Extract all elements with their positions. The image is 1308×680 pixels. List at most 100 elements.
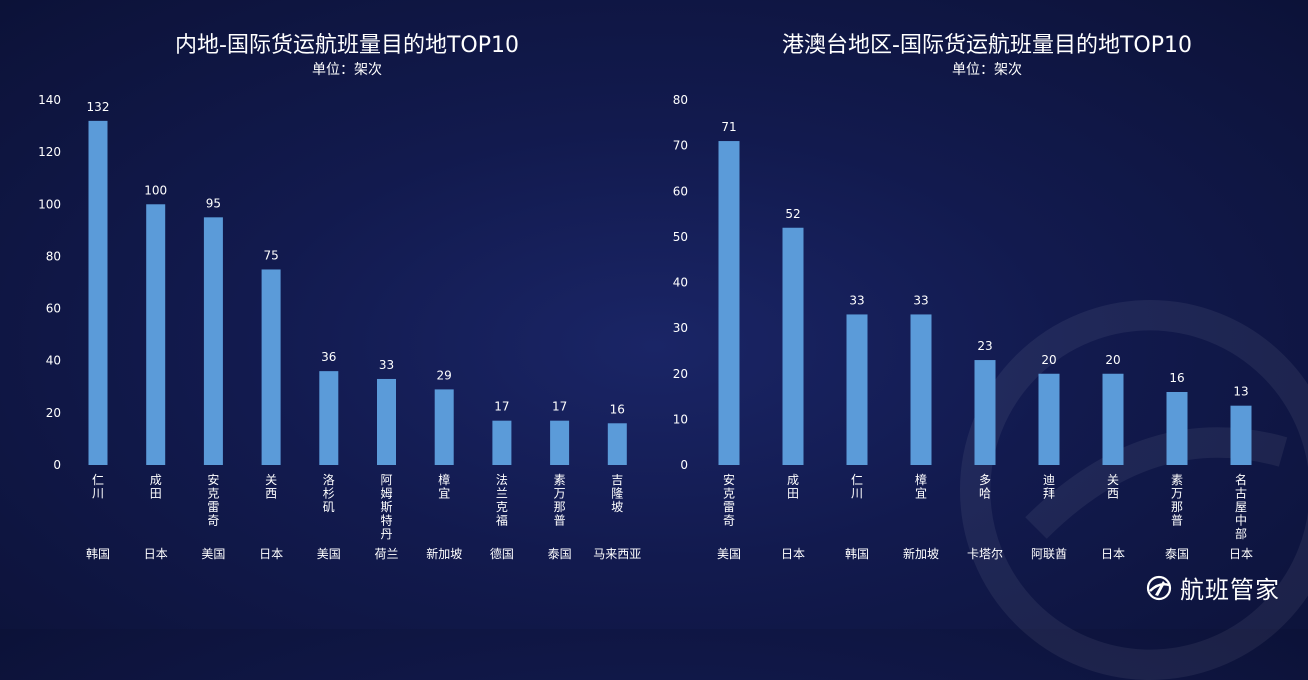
bar xyxy=(377,378,396,465)
y-tick-label: 100 xyxy=(38,197,61,211)
bar xyxy=(846,314,868,465)
x-tick-label: 关西 xyxy=(1107,473,1119,501)
country-label: 韩国 xyxy=(845,546,869,561)
bar xyxy=(1038,373,1060,465)
data-label: 100 xyxy=(144,183,167,197)
bar xyxy=(1166,392,1188,465)
country-label: 韩国 xyxy=(86,546,110,561)
x-tick-label: 成田 xyxy=(787,473,799,501)
bar xyxy=(910,314,932,465)
data-label: 33 xyxy=(849,293,864,307)
data-label: 29 xyxy=(437,368,452,382)
y-tick-label: 30 xyxy=(673,321,688,335)
data-label: 36 xyxy=(321,350,336,364)
country-label: 阿联酋 xyxy=(1031,546,1067,561)
data-label: 75 xyxy=(263,248,278,262)
x-tick-label: 安克雷奇 xyxy=(723,472,735,528)
x-tick-label: 法兰克福 xyxy=(496,473,508,528)
country-label: 日本 xyxy=(1101,547,1125,561)
country-label: 美国 xyxy=(717,547,741,561)
bar xyxy=(782,227,804,465)
bar xyxy=(718,141,740,465)
data-label: 16 xyxy=(1169,371,1184,385)
bar xyxy=(607,423,627,465)
data-label: 17 xyxy=(552,400,567,414)
x-tick-label: 樟宜 xyxy=(438,472,450,501)
chart-subtitle: 单位：架次 xyxy=(952,62,1022,78)
x-tick-label: 洛杉矶 xyxy=(323,472,335,514)
bar xyxy=(88,120,108,465)
country-label: 新加坡 xyxy=(903,546,939,561)
country-label: 美国 xyxy=(317,547,341,561)
brand: 航班管家 xyxy=(1146,570,1280,605)
chart-title: 港澳台地区-国际货运航班量目的地TOP10 xyxy=(782,33,1192,58)
y-tick-label: 80 xyxy=(46,249,61,263)
x-tick-label: 阿姆斯特丹 xyxy=(380,473,392,541)
y-tick-label: 70 xyxy=(673,139,688,153)
country-label: 泰国 xyxy=(1165,547,1189,561)
country-label: 日本 xyxy=(1229,547,1253,561)
bar xyxy=(203,217,223,465)
country-label: 新加坡 xyxy=(426,546,462,561)
data-label: 13 xyxy=(1233,385,1248,399)
y-tick-label: 140 xyxy=(38,93,61,107)
y-tick-label: 60 xyxy=(673,184,688,198)
x-tick-label: 仁川 xyxy=(92,473,104,501)
x-tick-label: 素万那普 xyxy=(1171,473,1183,528)
bar xyxy=(550,420,570,465)
y-tick-label: 0 xyxy=(53,458,61,472)
y-tick-label: 0 xyxy=(680,458,688,472)
country-label: 日本 xyxy=(259,547,283,561)
bar xyxy=(434,389,454,465)
x-tick-label: 吉隆坡 xyxy=(611,473,623,514)
data-label: 20 xyxy=(1105,353,1120,367)
y-tick-label: 120 xyxy=(38,145,61,159)
data-label: 20 xyxy=(1041,353,1056,367)
x-tick-label: 多哈 xyxy=(979,473,991,501)
x-tick-label: 安克雷奇 xyxy=(207,472,219,528)
country-label: 马来西亚 xyxy=(593,547,641,561)
x-tick-label: 名古屋中部 xyxy=(1235,472,1247,541)
data-label: 71 xyxy=(721,120,736,134)
chart-title: 内地-国际货运航班量目的地TOP10 xyxy=(175,33,519,58)
data-label: 33 xyxy=(379,358,394,372)
x-tick-label: 樟宜 xyxy=(915,472,927,501)
x-tick-label: 迪拜 xyxy=(1043,473,1055,501)
country-label: 泰国 xyxy=(548,547,572,561)
chart-mainland: 内地-国际货运航班量目的地TOP10 单位：架次 0 20 40 60 80 100 120… xyxy=(38,33,641,561)
bar xyxy=(319,371,339,465)
country-label: 美国 xyxy=(201,547,225,561)
brand-name: 航班管家 xyxy=(1180,576,1280,604)
bar xyxy=(492,420,512,465)
bar xyxy=(1230,405,1252,465)
y-tick-label: 80 xyxy=(673,93,688,107)
y-tick-label: 20 xyxy=(46,406,61,420)
country-label: 日本 xyxy=(781,547,805,561)
data-label: 95 xyxy=(206,196,221,210)
bar xyxy=(974,360,996,465)
y-tick-label: 60 xyxy=(46,302,61,316)
bar xyxy=(1102,373,1124,465)
x-tick-label: 成田 xyxy=(150,473,162,501)
x-tick-label: 仁川 xyxy=(851,473,863,501)
bar xyxy=(261,269,281,465)
data-label: 33 xyxy=(913,293,928,307)
country-label: 荷兰 xyxy=(374,547,398,561)
y-tick-label: 10 xyxy=(673,412,688,426)
chart-hk-macao-taiwan: 港澳台地区-国际货运航班量目的地TOP10 单位：架次 0 10 20 30 40 50 6… xyxy=(673,33,1253,561)
x-tick-label: 素万那普 xyxy=(554,473,566,528)
data-label: 23 xyxy=(977,339,992,353)
data-label: 132 xyxy=(87,100,110,114)
y-tick-label: 40 xyxy=(46,354,61,368)
chart-subtitle: 单位：架次 xyxy=(312,62,382,78)
bar xyxy=(146,204,166,466)
y-tick-label: 50 xyxy=(673,230,688,244)
country-label: 日本 xyxy=(144,547,168,561)
data-label: 52 xyxy=(785,207,800,221)
country-label: 德国 xyxy=(490,546,514,561)
data-label: 16 xyxy=(610,402,625,416)
country-label: 卡塔尔 xyxy=(967,546,1003,561)
y-tick-label: 20 xyxy=(673,367,688,381)
